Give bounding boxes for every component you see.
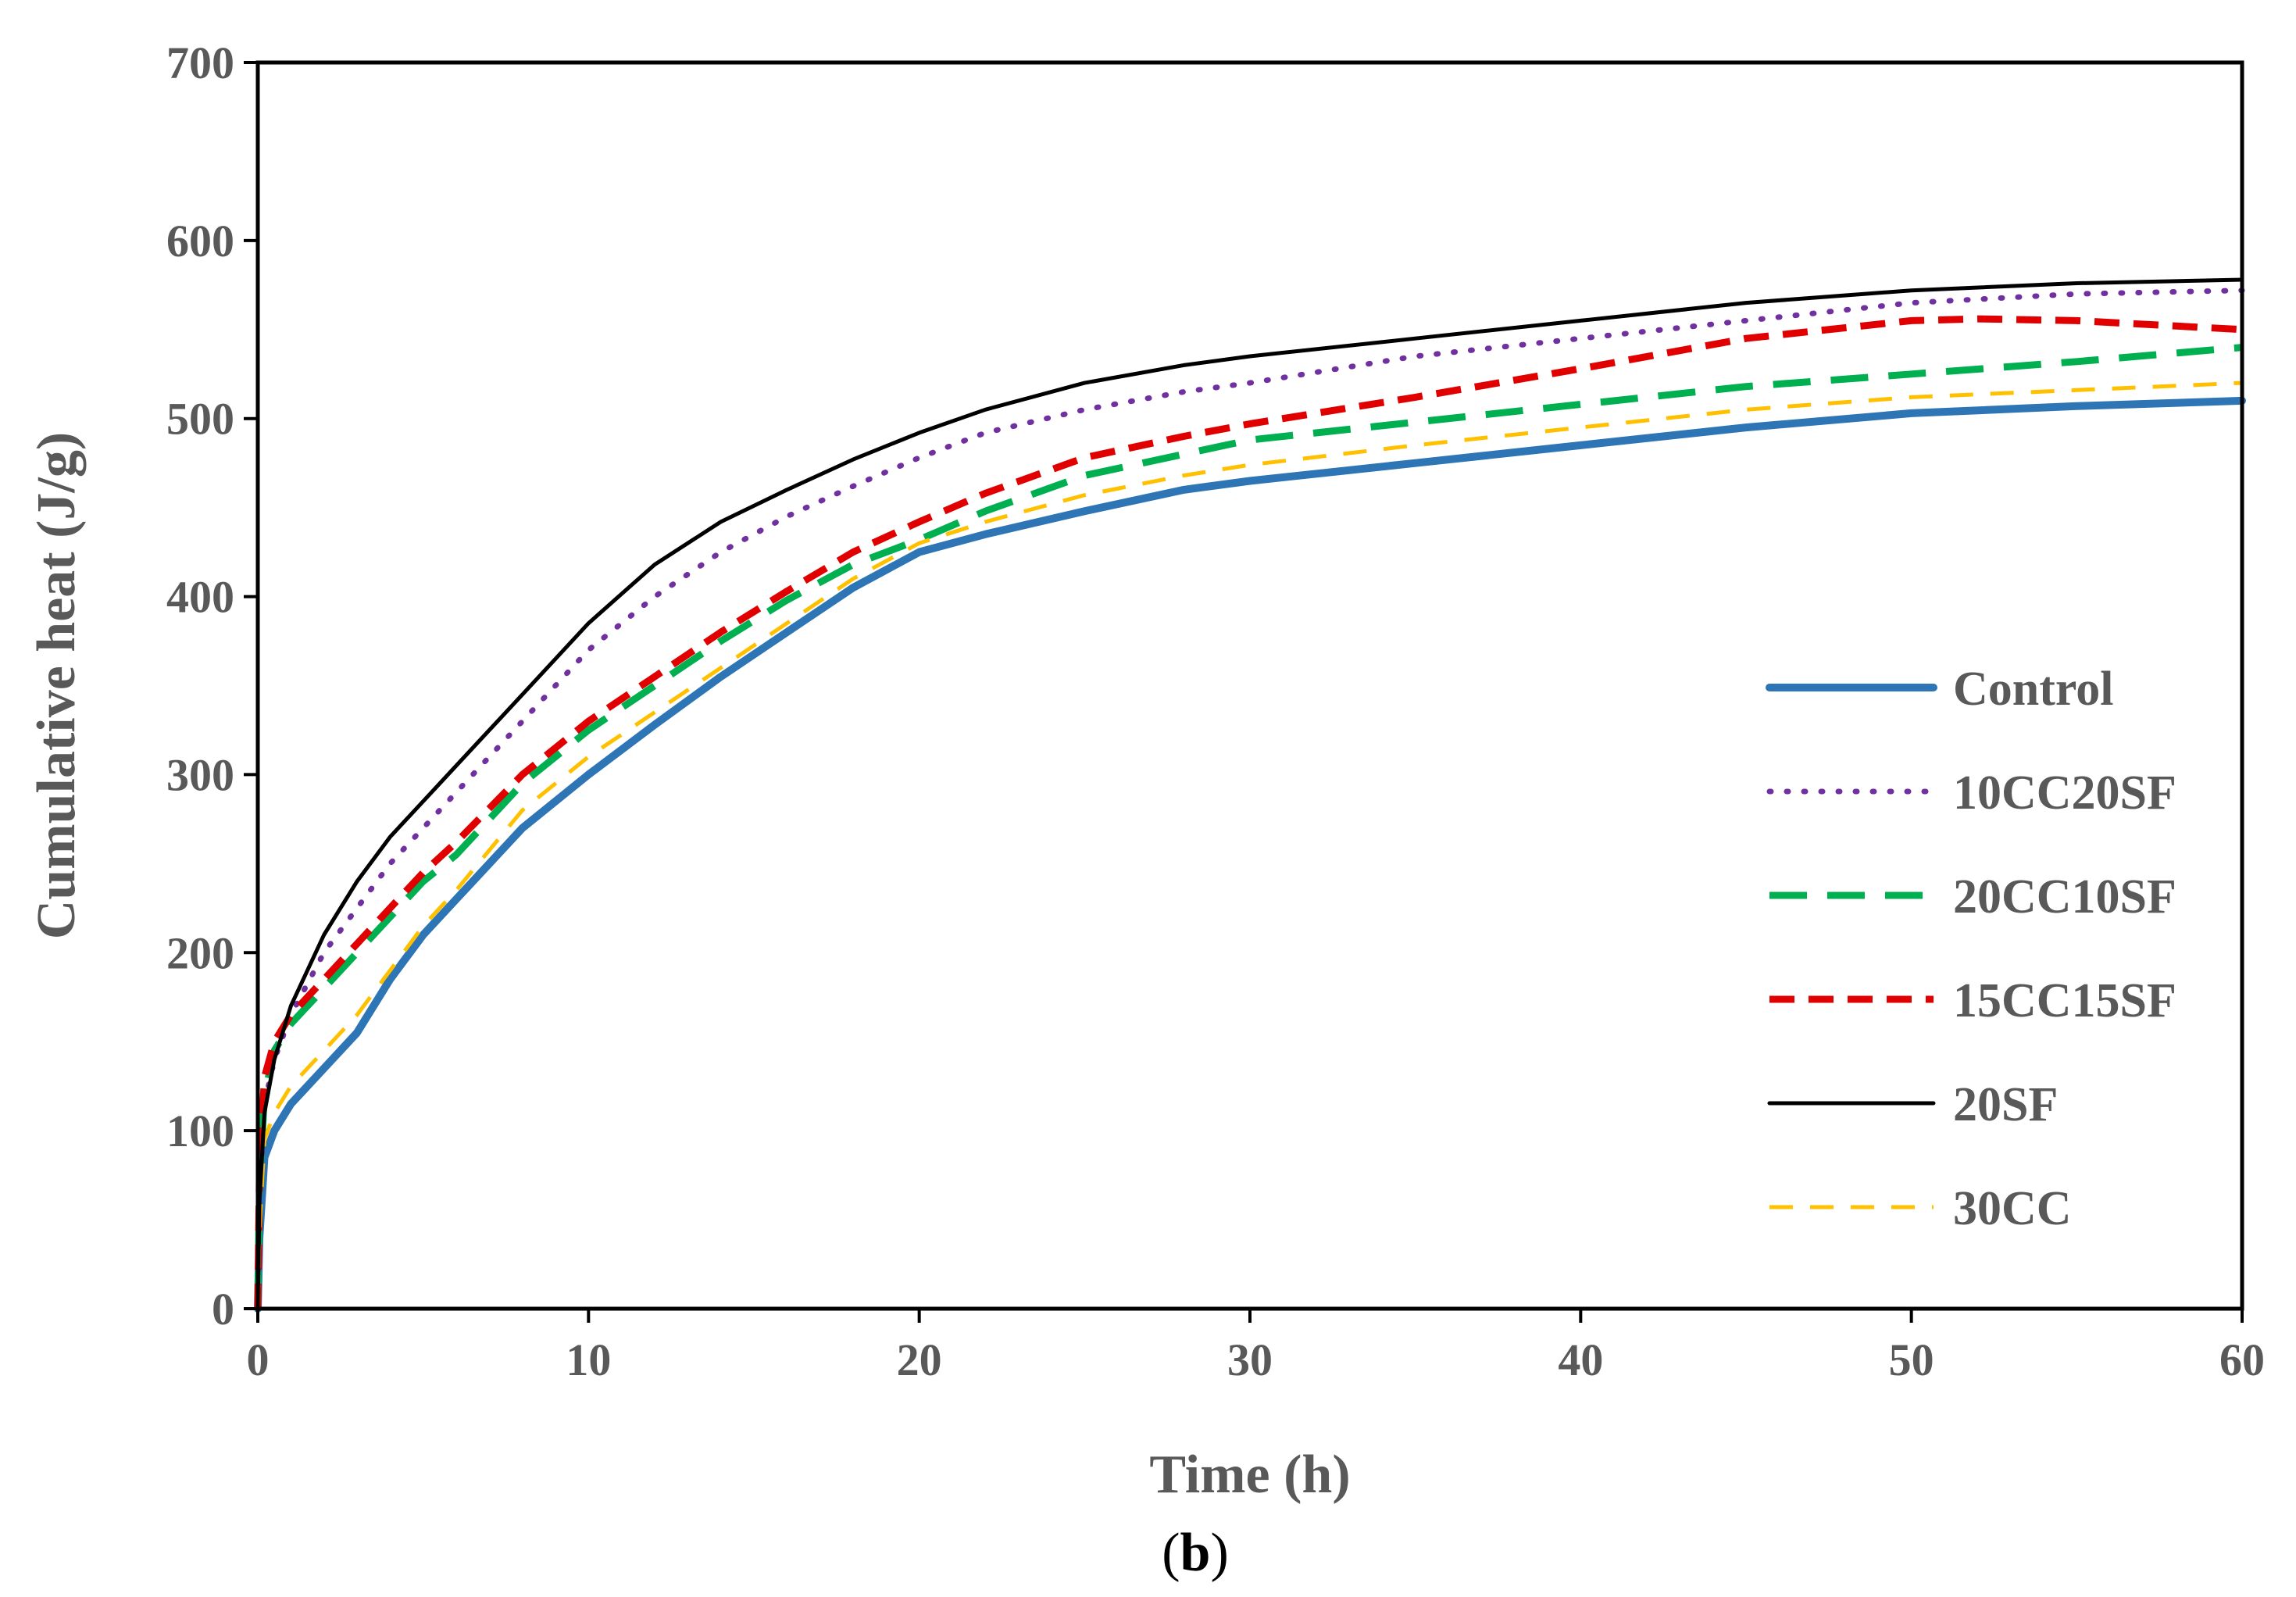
legend-label: 20CC10SF	[1953, 870, 2176, 924]
caption-close-paren: )	[1210, 1523, 1228, 1583]
series-line-15cc15sf	[254, 315, 2243, 1309]
y-tick-label: 100	[166, 1106, 234, 1156]
x-tick-label: 40	[1558, 1334, 1603, 1385]
y-tick-label: 400	[166, 572, 234, 623]
series-line-20cc10sf	[254, 344, 2243, 1309]
y-tick-label: 700	[166, 38, 234, 88]
x-tick-label: 20	[897, 1334, 942, 1385]
legend-label: 30CC	[1953, 1182, 2072, 1235]
y-tick-label: 0	[212, 1284, 234, 1334]
caption-open-paren: (	[1162, 1523, 1180, 1583]
legend-label: 10CC20SF	[1953, 766, 2176, 820]
legend-label: 20SF	[1953, 1078, 2058, 1131]
figure-caption: (b)	[1162, 1523, 1229, 1583]
x-axis-title: Time (h)	[1149, 1445, 1350, 1505]
legend-label: 15CC15SF	[1953, 974, 2176, 1027]
x-tick-label: 10	[566, 1334, 611, 1385]
x-tick-label: 0	[247, 1334, 270, 1385]
series-line-10cc20sf	[255, 288, 2245, 1312]
legend-label: Control	[1953, 663, 2114, 716]
x-tick-label: 50	[1889, 1334, 1934, 1385]
caption-letter: b	[1180, 1523, 1211, 1583]
x-tick-label: 60	[2219, 1334, 2265, 1385]
axis-ticks: 0 100 200 300 400 500 600 700 0 10 20 30 40 50 60	[166, 38, 2265, 1385]
y-axis-title: Cumulative heat (J/g)	[27, 432, 87, 939]
y-tick-label: 300	[166, 749, 234, 800]
series-line-30cc	[255, 380, 2243, 1309]
series-line-control	[254, 396, 2246, 1313]
legend: Control 10CC20SF 20CC10SF 15CC15SF 20SF 30CC	[1766, 663, 2176, 1235]
y-tick-label: 600	[166, 216, 234, 266]
series-line-20sf	[255, 277, 2244, 1311]
y-tick-label: 500	[166, 394, 234, 445]
x-tick-label: 30	[1227, 1334, 1273, 1385]
y-tick-label: 200	[166, 927, 234, 978]
series-layer	[254, 277, 2246, 1313]
